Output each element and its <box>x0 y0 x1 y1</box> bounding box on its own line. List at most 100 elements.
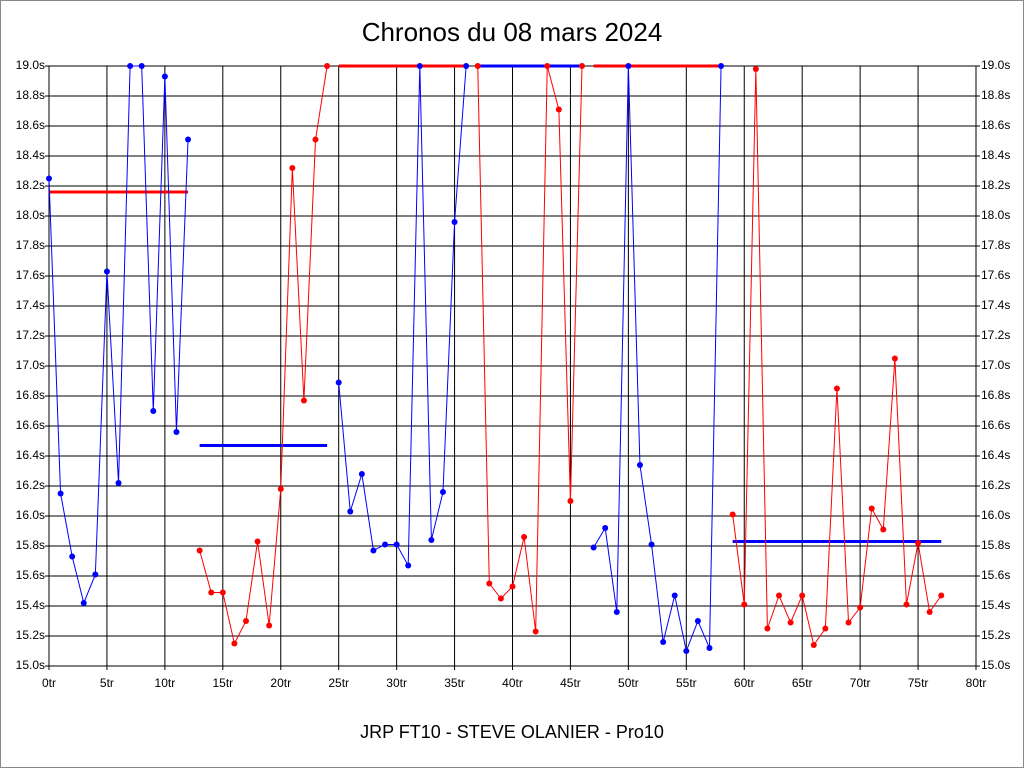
data-point <box>776 592 783 599</box>
data-point <box>555 106 562 113</box>
data-point <box>439 489 446 495</box>
data-point <box>544 63 551 69</box>
data-point <box>741 601 748 608</box>
y-tick-label: 16.2s <box>16 478 45 492</box>
x-tick-label: 45tr <box>560 676 581 690</box>
data-point <box>103 268 110 275</box>
y-tick-label: 18.2s <box>16 178 45 192</box>
y2-tick-label: 17.0s <box>981 358 1010 372</box>
data-point <box>57 490 64 497</box>
y-tick-label: 16.8s <box>16 388 45 402</box>
data-point <box>671 592 678 599</box>
data-point <box>509 583 516 590</box>
data-point <box>613 609 620 615</box>
y2-tick-label: 16.0s <box>981 508 1010 522</box>
data-point <box>532 628 539 635</box>
data-point <box>289 165 296 171</box>
y-tick-label: 18.4s <box>16 148 45 162</box>
data-point <box>242 618 249 624</box>
data-point <box>660 639 667 645</box>
y2-tick-label: 16.8s <box>981 388 1010 402</box>
data-point <box>231 640 238 647</box>
data-point <box>579 63 586 69</box>
y2-tick-label: 16.6s <box>981 418 1010 432</box>
data-point <box>150 408 157 414</box>
y2-tick-label: 19.0s <box>981 58 1010 72</box>
y2-tick-label: 15.4s <box>981 598 1010 612</box>
x-tick-label: 70tr <box>850 676 871 690</box>
data-point <box>416 63 423 69</box>
y2-tick-label: 18.6s <box>981 118 1010 132</box>
data-point <box>648 541 655 548</box>
data-point <box>161 73 168 80</box>
y-tick-label: 17.2s <box>16 328 45 342</box>
data-point <box>196 547 203 554</box>
data-point <box>358 471 365 477</box>
data-point <box>451 219 458 225</box>
y-tick-label: 15.2s <box>16 628 45 642</box>
data-point <box>903 601 910 608</box>
y-tick-label: 17.8s <box>16 238 45 252</box>
data-point <box>706 645 713 651</box>
data-point <box>393 541 400 548</box>
x-tick-label: 55tr <box>676 676 697 690</box>
data-point <box>312 136 319 143</box>
data-point <box>880 526 887 533</box>
data-point <box>787 619 794 626</box>
data-point <box>335 379 342 386</box>
y2-tick-label: 15.2s <box>981 628 1010 642</box>
data-point <box>938 592 945 599</box>
data-point <box>347 508 354 515</box>
y-tick-label: 15.6s <box>16 568 45 582</box>
x-tick-label: 15tr <box>212 676 233 690</box>
data-point <box>636 462 643 468</box>
y2-tick-label: 15.0s <box>981 658 1010 672</box>
data-point <box>857 604 864 611</box>
y2-tick-label: 17.6s <box>981 268 1010 282</box>
data-point <box>729 511 736 518</box>
x-tick-label: 30tr <box>386 676 407 690</box>
y-tick-label: 18.0s <box>16 208 45 222</box>
data-point <box>463 63 470 69</box>
y-tick-label: 17.0s <box>16 358 45 372</box>
data-point <box>891 355 898 362</box>
data-point <box>405 562 412 569</box>
y-tick-label: 17.6s <box>16 268 45 282</box>
data-point <box>752 66 759 72</box>
data-point <box>69 553 76 560</box>
y-tick-label: 16.0s <box>16 508 45 522</box>
data-point <box>138 63 145 69</box>
x-tick-label: 10tr <box>155 676 176 690</box>
data-point <box>694 618 701 624</box>
data-point <box>370 547 377 554</box>
y-tick-label: 17.4s <box>16 298 45 312</box>
x-tick-label: 20tr <box>270 676 291 690</box>
y-tick-label: 18.6s <box>16 118 45 132</box>
x-tick-label: 0tr <box>42 676 56 690</box>
data-point <box>277 486 284 492</box>
data-point <box>845 619 852 626</box>
x-tick-label: 5tr <box>100 676 114 690</box>
y2-tick-label: 17.2s <box>981 328 1010 342</box>
y-tick-label: 18.8s <box>16 88 45 102</box>
x-tick-label: 75tr <box>908 676 929 690</box>
y2-tick-label: 18.8s <box>981 88 1010 102</box>
data-point <box>46 175 52 182</box>
x-tick-label: 80tr <box>966 676 987 690</box>
y2-tick-label: 15.8s <box>981 538 1010 552</box>
x-tick-label: 25tr <box>328 676 349 690</box>
data-point <box>868 505 875 512</box>
data-point <box>799 592 806 599</box>
y2-tick-label: 17.8s <box>981 238 1010 252</box>
chart-title: Chronos du 08 mars 2024 <box>362 17 663 47</box>
data-point <box>254 538 261 545</box>
y-tick-label: 15.4s <box>16 598 45 612</box>
average-line <box>199 64 942 543</box>
data-point <box>521 534 528 540</box>
x-tick-label: 40tr <box>502 676 523 690</box>
data-point <box>764 625 771 632</box>
data-point <box>718 63 725 69</box>
x-tick-label: 60tr <box>734 676 755 690</box>
